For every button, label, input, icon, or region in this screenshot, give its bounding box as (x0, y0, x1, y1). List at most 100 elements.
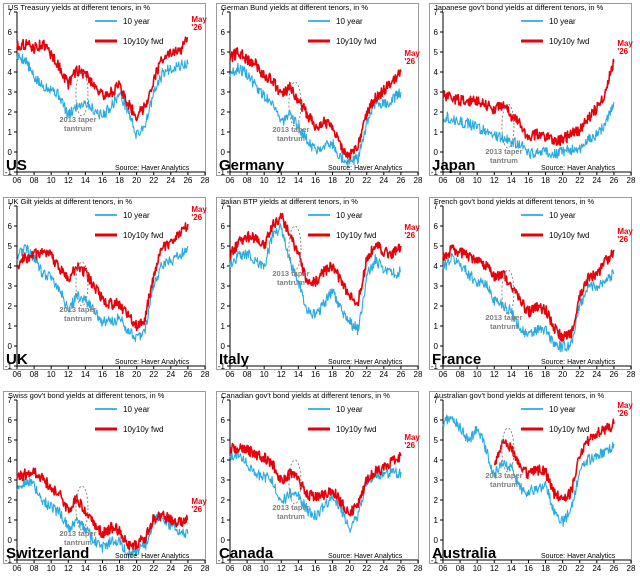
x-tick-label: 24 (379, 370, 388, 379)
source-label: Source: Haver Analytics (541, 165, 616, 172)
chart-title: Australian gov't bond yields at differen… (434, 391, 604, 400)
x-tick-label: 22 (362, 176, 371, 185)
y-tick-label: 4 (8, 262, 13, 271)
taper-tantrum-ellipse (288, 225, 302, 271)
y-tick-label: 2 (434, 302, 439, 311)
x-tick-label: 20 (558, 564, 567, 573)
y-tick-label: 4 (221, 68, 226, 77)
x-tick-label: 06 (226, 370, 235, 379)
x-tick-label: 12 (64, 176, 73, 185)
x-tick-label: 26 (609, 370, 618, 379)
y-tick-label: 2 (221, 302, 226, 311)
source-label: Source: Haver Analytics (541, 359, 616, 366)
x-tick-label: 18 (115, 176, 124, 185)
y-tick-label: -1 (431, 362, 439, 371)
annotation-end-line2: '26 (191, 505, 202, 514)
x-tick-label: 18 (328, 370, 337, 379)
legend-label: 10y10y fwd (336, 231, 376, 240)
legend-label: 10y10y fwd (549, 37, 589, 46)
y-tick-label: 6 (434, 28, 439, 37)
x-tick-label: 12 (64, 564, 73, 573)
y-tick-label: 2 (221, 108, 226, 117)
x-tick-label: 08 (456, 564, 465, 573)
annotation-end-line1: May (191, 205, 207, 214)
legend-label: 10y10y fwd (549, 231, 589, 240)
panel-border (3, 391, 206, 564)
taper-tantrum-ellipse (288, 459, 302, 505)
series-line-10y10y-fwd (493, 418, 615, 502)
y-tick-label: 3 (434, 88, 439, 97)
y-tick-label: 6 (8, 222, 13, 231)
y-tick-label: 1 (434, 128, 439, 137)
series-line-10-year (16, 52, 189, 140)
series-line-10-year (442, 414, 615, 527)
y-tick-label: 7 (8, 8, 13, 17)
x-tick-label: 10 (473, 564, 482, 573)
annotation-taper-line2: tantrum (277, 278, 305, 287)
annotation-taper-line2: tantrum (64, 314, 92, 323)
y-tick-label: 5 (8, 242, 13, 251)
annotation-end-line2: '26 (404, 57, 415, 66)
y-tick-label: 6 (8, 416, 13, 425)
x-tick-label: 06 (439, 370, 448, 379)
x-tick-label: 16 (311, 370, 320, 379)
y-tick-label: 5 (434, 436, 439, 445)
x-tick-label: 24 (592, 176, 601, 185)
legend-label: 10 year (549, 405, 576, 414)
y-tick-label: 7 (221, 202, 226, 211)
y-tick-label: 6 (221, 416, 226, 425)
x-tick-label: 24 (166, 176, 175, 185)
x-tick-label: 22 (149, 370, 158, 379)
x-tick-label: 08 (30, 176, 39, 185)
series-line-10y10y-fwd (229, 212, 402, 307)
annotation-end-line2: '26 (404, 231, 415, 240)
x-tick-label: 08 (30, 564, 39, 573)
chart-panel-italy: -1 0 1 2 3 4 5 6 7 06 08 10 12 14 16 18 20 22 24 26 28 Italia… (213, 194, 426, 388)
x-tick-label: 12 (490, 564, 499, 573)
x-tick-label: 22 (575, 370, 584, 379)
y-tick-label: 5 (8, 436, 13, 445)
x-tick-label: 18 (541, 370, 550, 379)
source-label: Source: Haver Analytics (115, 165, 190, 172)
x-tick-label: 06 (439, 176, 448, 185)
x-tick-label: 14 (81, 176, 90, 185)
annotation-taper-line1: 2013 taper (272, 503, 309, 512)
x-tick-label: 22 (575, 176, 584, 185)
country-label: France (432, 351, 481, 368)
panel-border (3, 3, 206, 176)
annotation-taper-line1: 2013 taper (59, 115, 96, 124)
x-tick-label: 20 (345, 564, 354, 573)
annotation-end-line1: May (404, 49, 420, 58)
x-tick-label: 10 (47, 370, 56, 379)
x-tick-label: 14 (507, 176, 516, 185)
annotation-end-line1: May (404, 433, 420, 442)
x-tick-label: 26 (396, 176, 405, 185)
country-label: Germany (219, 157, 285, 174)
chart-panel-germany: -1 0 1 2 3 4 5 6 7 06 08 10 12 14 16 18 20 22 24 26 28 German… (213, 0, 426, 194)
y-tick-label: -1 (431, 556, 439, 565)
y-tick-label: 4 (8, 68, 13, 77)
x-tick-label: 06 (13, 564, 22, 573)
annotation-taper-line1: 2013 taper (59, 529, 96, 538)
series-line-10y10y-fwd (442, 58, 615, 147)
y-tick-label: -1 (218, 556, 226, 565)
x-tick-label: 06 (13, 370, 22, 379)
annotation-end-line2: '26 (191, 213, 202, 222)
x-tick-label: 14 (294, 370, 303, 379)
x-tick-label: 18 (328, 176, 337, 185)
y-tick-label: 3 (221, 88, 226, 97)
annotation-taper-line1: 2013 taper (485, 313, 522, 322)
country-label: Italy (219, 351, 250, 368)
x-tick-label: 22 (362, 370, 371, 379)
panel-border (429, 3, 632, 176)
x-tick-label: 12 (490, 370, 499, 379)
y-tick-label: 3 (8, 88, 13, 97)
chart-title: French gov't bond yields at different te… (434, 197, 594, 206)
x-tick-label: 12 (277, 564, 286, 573)
y-tick-label: 4 (434, 68, 439, 77)
x-tick-label: 12 (64, 370, 73, 379)
annotation-taper-line1: 2013 taper (485, 147, 522, 156)
x-tick-label: 20 (132, 370, 141, 379)
